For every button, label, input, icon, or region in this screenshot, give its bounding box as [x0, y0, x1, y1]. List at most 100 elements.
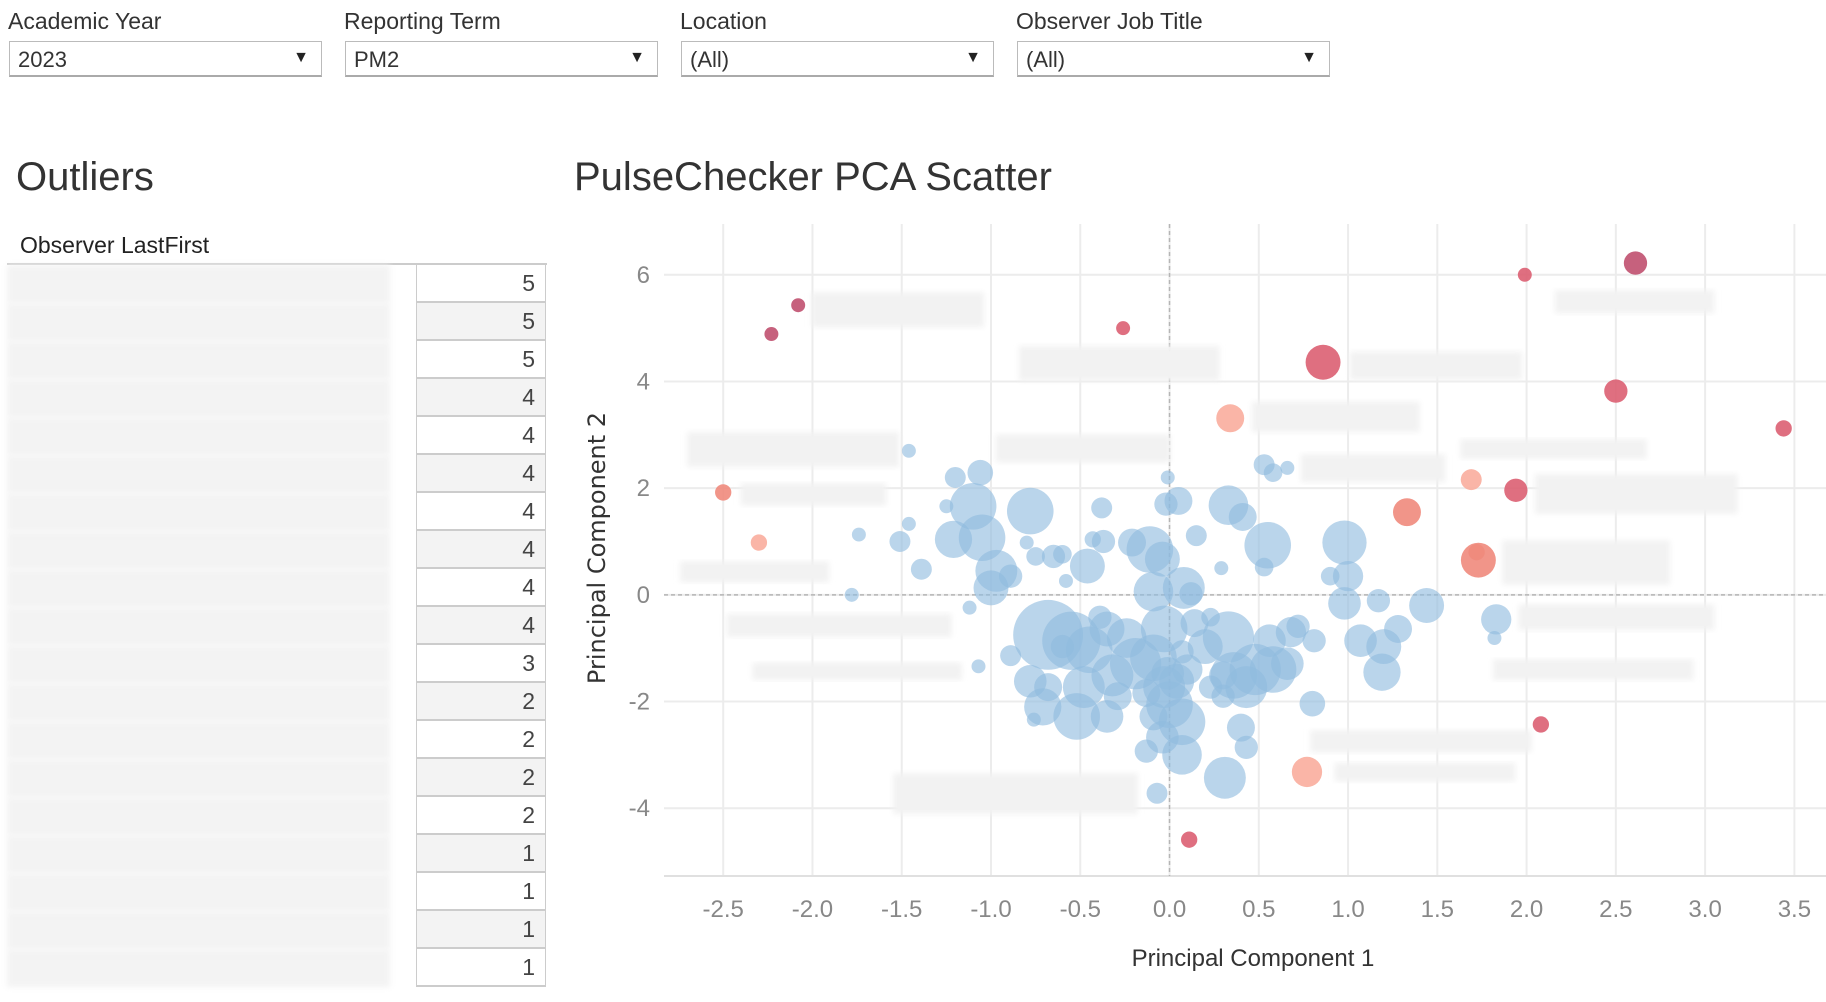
- outlier-point[interactable]: [791, 298, 806, 313]
- table-row[interactable]: 4: [7, 417, 547, 455]
- scatter-point[interactable]: [1228, 502, 1257, 531]
- table-row[interactable]: 4: [7, 569, 547, 607]
- scatter-point[interactable]: [939, 499, 954, 514]
- table-row[interactable]: 2: [7, 683, 547, 721]
- scatter-point[interactable]: [1366, 589, 1391, 613]
- scatter-point[interactable]: [1254, 557, 1274, 577]
- outlier-point[interactable]: [1623, 251, 1648, 275]
- scatter-point[interactable]: [901, 443, 916, 458]
- column-header-observer[interactable]: Observer LastFirst: [20, 232, 210, 258]
- scatter-point[interactable]: [1160, 470, 1175, 485]
- scatter-point[interactable]: [971, 659, 986, 674]
- outlier-point[interactable]: [1291, 756, 1323, 788]
- scatter-point[interactable]: [1332, 561, 1364, 592]
- outlier-point[interactable]: [1181, 831, 1198, 848]
- scatter-point[interactable]: [1263, 463, 1283, 483]
- table-row[interactable]: 2: [7, 797, 547, 835]
- scatter-point[interactable]: [1088, 605, 1112, 629]
- location-dropdown[interactable]: (All) ▼: [681, 41, 994, 77]
- scatter-point[interactable]: [1363, 653, 1401, 691]
- table-row[interactable]: 4: [7, 493, 547, 531]
- scatter-point[interactable]: [958, 514, 1006, 562]
- table-row[interactable]: 1: [7, 873, 547, 911]
- table-row[interactable]: 2: [7, 759, 547, 797]
- outlier-point[interactable]: [750, 534, 768, 551]
- scatter-point[interactable]: [1091, 529, 1116, 554]
- table-row[interactable]: 4: [7, 379, 547, 417]
- table-row[interactable]: 1: [7, 835, 547, 873]
- academic-year-dropdown[interactable]: 2023 ▼: [9, 41, 322, 77]
- scatter-point[interactable]: [1280, 460, 1295, 475]
- scatter-point[interactable]: [1234, 735, 1258, 760]
- outlier-point[interactable]: [1392, 498, 1421, 527]
- scatter-point[interactable]: [1229, 643, 1281, 696]
- scatter-point[interactable]: [889, 531, 911, 552]
- scatter-point[interactable]: [1302, 629, 1326, 653]
- outlier-point[interactable]: [1532, 716, 1550, 733]
- table-row[interactable]: 4: [7, 531, 547, 569]
- scatter-point[interactable]: [1328, 587, 1361, 620]
- scatter-point[interactable]: [1062, 666, 1105, 709]
- table-row[interactable]: 5: [7, 265, 547, 303]
- scatter-point[interactable]: [1058, 573, 1073, 588]
- scatter-point[interactable]: [1203, 756, 1246, 799]
- outlier-point[interactable]: [1604, 379, 1628, 403]
- outlier-point[interactable]: [715, 484, 732, 501]
- outlier-point[interactable]: [1468, 544, 1485, 561]
- outlier-point[interactable]: [1216, 404, 1245, 433]
- scatter-point[interactable]: [1487, 631, 1502, 646]
- scatter-point[interactable]: [1151, 656, 1185, 690]
- scatter-point[interactable]: [1170, 640, 1194, 664]
- scatter-point[interactable]: [1409, 588, 1445, 623]
- scatter-point[interactable]: [1384, 615, 1413, 643]
- outlier-point[interactable]: [1460, 469, 1482, 491]
- table-row[interactable]: 5: [7, 341, 547, 379]
- scatter-point[interactable]: [1187, 629, 1223, 665]
- scatter-point[interactable]: [1214, 561, 1229, 576]
- scatter-point[interactable]: [1019, 535, 1034, 550]
- table-row[interactable]: 1: [7, 911, 547, 949]
- scatter-point[interactable]: [1034, 673, 1063, 702]
- scatter-point[interactable]: [844, 587, 859, 602]
- outlier-point[interactable]: [1305, 344, 1341, 380]
- scatter-point[interactable]: [1179, 582, 1203, 606]
- scatter-point[interactable]: [1299, 690, 1326, 717]
- scatter-point[interactable]: [1069, 548, 1105, 584]
- scatter-point[interactable]: [1133, 571, 1174, 612]
- scatter-point[interactable]: [1286, 614, 1310, 638]
- table-row[interactable]: 2: [7, 721, 547, 759]
- scatter-point[interactable]: [967, 459, 994, 486]
- scatter-point[interactable]: [1050, 634, 1075, 659]
- scatter-point[interactable]: [1164, 486, 1193, 515]
- table-row[interactable]: 5: [7, 303, 547, 341]
- scatter-point[interactable]: [851, 527, 866, 542]
- scatter-point[interactable]: [1006, 487, 1054, 535]
- scatter-point[interactable]: [1053, 544, 1072, 564]
- scatter-point[interactable]: [1091, 497, 1113, 519]
- scatter-point[interactable]: [1144, 541, 1180, 577]
- scatter-point[interactable]: [1201, 607, 1220, 627]
- scatter-point[interactable]: [1322, 520, 1367, 565]
- scatter-point[interactable]: [1000, 645, 1022, 667]
- scatter-point[interactable]: [1481, 604, 1512, 635]
- reporting-term-dropdown[interactable]: PM2 ▼: [345, 41, 658, 77]
- scatter-point[interactable]: [901, 516, 916, 531]
- scatter-point[interactable]: [962, 600, 977, 615]
- scatter-point[interactable]: [944, 467, 966, 488]
- outlier-point[interactable]: [1517, 267, 1532, 282]
- outlier-point[interactable]: [764, 327, 779, 341]
- scatter-point[interactable]: [1146, 782, 1168, 804]
- scatter-point[interactable]: [910, 558, 932, 580]
- scatter-point[interactable]: [1244, 521, 1292, 569]
- scatter-point[interactable]: [1103, 682, 1132, 711]
- scatter-point[interactable]: [1026, 712, 1041, 727]
- table-row[interactable]: 3: [7, 645, 547, 683]
- outlier-point[interactable]: [1504, 478, 1528, 502]
- scatter-point[interactable]: [1026, 547, 1045, 566]
- scatter-point[interactable]: [1146, 720, 1179, 754]
- scatter-point[interactable]: [998, 564, 1023, 588]
- scatter-point[interactable]: [1198, 675, 1223, 699]
- outlier-point[interactable]: [1116, 321, 1131, 336]
- outlier-point[interactable]: [1775, 420, 1792, 437]
- table-row[interactable]: 4: [7, 455, 547, 493]
